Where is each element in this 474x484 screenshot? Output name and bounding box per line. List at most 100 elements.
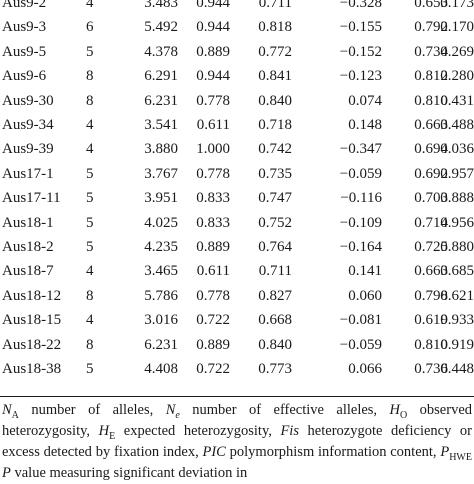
locus-cell: Aus18-1 (2, 214, 54, 231)
value-cell: 0.747 (258, 190, 292, 207)
value-cell: 0.778 (196, 92, 230, 109)
value-cell: 0.772 (258, 43, 292, 60)
value-cell: 5 (86, 43, 94, 60)
value-cell: 0.725 (414, 239, 448, 255)
value-cell: 0.668 (258, 312, 292, 329)
value-cell: 5 (86, 214, 94, 231)
value-cell: 0.711 (258, 0, 292, 11)
value-cell: 0.840 (258, 92, 292, 109)
value-cell: 0.736 (414, 361, 448, 377)
value-cell: −0.328 (339, 0, 382, 11)
value-cell: 6.231 (144, 336, 178, 353)
value-cell: 6.291 (144, 68, 178, 85)
locus-cell: Aus17-1 (2, 165, 54, 182)
value-cell: 0.827 (258, 287, 292, 304)
table-row: Aus18-38 5 4.408 0.722 0.773 0.066 0.736 0.448 (0, 357, 474, 381)
value-cell: 0.933 (440, 312, 474, 329)
value-cell: 0.148 (348, 117, 382, 133)
locus-cell: Aus18-7 (2, 263, 54, 280)
locus-cell: Aus9-30 (2, 92, 54, 109)
value-cell: −0.059 (339, 165, 382, 182)
value-cell: 0.957 (440, 165, 474, 182)
value-cell: 4.235 (144, 239, 178, 255)
value-cell: −0.155 (339, 19, 382, 36)
table-row: Aus18-1 5 4.025 0.833 0.752 −0.109 0.714 0.956 (0, 211, 474, 235)
value-cell: 1.000 (196, 141, 230, 158)
value-cell: 3.483 (144, 0, 178, 11)
value-cell: 0.735 (258, 165, 292, 182)
value-cell: 0.711 (258, 263, 292, 280)
value-cell: 0.792 (414, 19, 448, 36)
value-cell: 3.880 (144, 141, 178, 158)
value-cell: 0.888 (440, 190, 474, 207)
value-cell: 4 (86, 141, 94, 158)
value-cell: 0.889 (196, 336, 230, 353)
value-cell: 5 (86, 190, 94, 207)
value-cell: 0.742 (258, 141, 292, 158)
value-cell: 0.944 (196, 68, 230, 85)
locus-cell: Aus18-22 (2, 336, 62, 353)
value-cell: 0.663 (414, 263, 448, 280)
value-cell: 0.833 (196, 190, 230, 207)
value-cell: 4.025 (144, 214, 178, 231)
value-cell: 0.798 (414, 287, 448, 304)
locus-cell: Aus9-2 (2, 0, 47, 11)
value-cell: 0.488 (440, 117, 474, 133)
locus-cell: Aus18-2 (2, 239, 54, 255)
table-row: Aus9-5 5 4.378 0.889 0.772 −0.152 0.734 0.269 (0, 40, 474, 64)
locus-cell: Aus17-11 (2, 190, 61, 207)
value-cell: 0.722 (196, 312, 230, 329)
locus-cell: Aus9-5 (2, 43, 47, 60)
locus-cell: Aus9-34 (2, 117, 54, 133)
value-cell: 0.611 (196, 263, 230, 280)
value-cell: 0.810 (414, 336, 448, 353)
value-cell: 0.074 (348, 92, 382, 109)
locus-cell: Aus9-3 (2, 19, 47, 36)
value-cell: −0.123 (339, 68, 382, 85)
value-cell: 0.810 (414, 92, 448, 109)
value-cell: 0.718 (258, 117, 292, 133)
value-cell: −0.164 (339, 239, 382, 255)
value-cell: 0.764 (258, 239, 292, 255)
value-cell: 0.611 (196, 117, 230, 133)
value-cell: 0.621 (440, 287, 474, 304)
value-cell: 0.269 (440, 43, 474, 60)
value-cell: 0.714 (414, 214, 448, 231)
value-cell: 0.919 (440, 336, 474, 353)
table-row: Aus17-11 5 3.951 0.833 0.747 −0.116 0.703 0.888 (0, 186, 474, 210)
table-row: Aus9-6 8 6.291 0.944 0.841 −0.123 0.812 0.280 (0, 64, 474, 88)
value-cell: 6 (86, 19, 94, 36)
value-cell: 4 (86, 312, 94, 329)
value-cell: 0.060 (348, 287, 382, 304)
value-cell: 4 (86, 0, 94, 11)
value-cell: 0.685 (440, 263, 474, 280)
locus-cell: Aus18-12 (2, 287, 62, 304)
table-row: Aus17-1 5 3.767 0.778 0.735 −0.059 0.692 0.957 (0, 162, 474, 186)
value-cell: 0.694 (414, 141, 448, 158)
value-cell: 0.653 (414, 0, 448, 11)
value-cell: 4 (86, 117, 94, 133)
value-cell: 0.141 (348, 263, 382, 280)
table-row: Aus9-30 8 6.231 0.778 0.840 0.074 0.810 0.431 (0, 89, 474, 113)
table-row: Aus18-12 8 5.786 0.778 0.827 0.060 0.798 0.621 (0, 284, 474, 308)
value-cell: −0.152 (339, 43, 382, 60)
value-cell: 0.173 (440, 0, 474, 11)
value-cell: 5 (86, 361, 94, 377)
value-cell: −0.347 (339, 141, 382, 158)
value-cell: 0.833 (196, 214, 230, 231)
value-cell: 3.951 (144, 190, 178, 207)
value-cell: 5 (86, 165, 94, 182)
value-cell: 0.778 (196, 165, 230, 182)
table-row: Aus18-7 4 3.465 0.611 0.711 0.141 0.663 0.685 (0, 259, 474, 283)
table-row: Aus9-3 6 5.492 0.944 0.818 −0.155 0.792 0.170 (0, 15, 474, 39)
value-cell: 0.692 (414, 165, 448, 182)
table-row: Aus9-2 4 3.483 0.944 0.711 −0.328 0.653 0.173 (0, 0, 474, 15)
value-cell: 8 (86, 336, 94, 353)
value-cell: 0.722 (196, 361, 230, 377)
table-row: Aus9-39 4 3.880 1.000 0.742 −0.347 0.694 0.036 (0, 137, 474, 161)
value-cell: 0.889 (196, 239, 230, 255)
value-cell: 0.944 (196, 0, 230, 11)
value-cell: 4 (86, 263, 94, 280)
value-cell: 3.465 (144, 263, 178, 280)
table-bottom-rule (0, 396, 474, 397)
